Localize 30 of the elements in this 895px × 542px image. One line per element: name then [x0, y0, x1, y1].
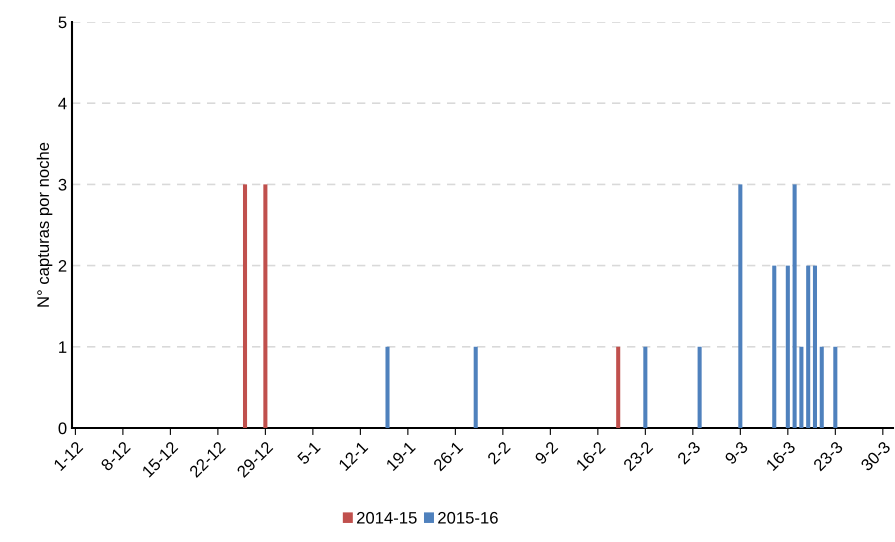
bar	[643, 346, 648, 428]
x-tick-label: 2-2	[486, 440, 511, 465]
y-tick-label: 0	[58, 422, 66, 434]
y-tick-label: 5	[58, 16, 66, 28]
y-tick-label: 3	[58, 178, 66, 191]
bar	[792, 184, 797, 428]
bar	[242, 184, 248, 428]
bar	[616, 346, 620, 428]
bar	[833, 346, 838, 428]
x-tick-label: 9-3	[724, 440, 748, 465]
legend-label: 2015-16	[438, 512, 498, 524]
bar	[698, 346, 702, 428]
x-tick-label: 2-3	[676, 440, 701, 465]
y-axis-title: N° capturas por noche	[36, 142, 52, 307]
bar	[806, 266, 810, 428]
bar	[786, 266, 790, 428]
bar	[812, 266, 818, 428]
bar	[799, 346, 804, 428]
x-tick-label: 5-1	[296, 440, 321, 466]
bar	[738, 184, 742, 428]
y-tick-label: 1	[59, 341, 66, 353]
bar	[263, 184, 268, 428]
legend-label: 2014-15	[356, 512, 417, 524]
x-tick-label: 9-2	[534, 440, 558, 465]
y-tick-label: 2	[58, 260, 66, 272]
bar	[772, 266, 776, 428]
bar	[385, 346, 390, 428]
bar	[820, 346, 824, 428]
y-tick-label: 4	[58, 98, 67, 110]
bar	[474, 346, 478, 428]
